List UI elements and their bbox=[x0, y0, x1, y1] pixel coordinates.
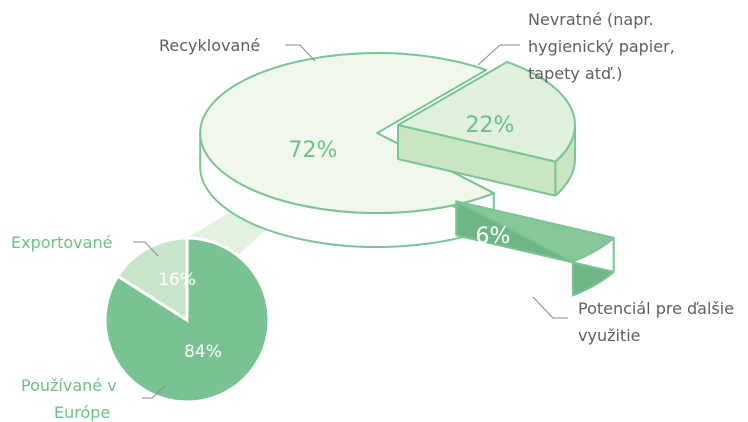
callout-potential: Potenciál pre ďalšie využitie bbox=[578, 299, 739, 345]
data-label-recycled: 72% bbox=[289, 138, 338, 163]
data-label-potential: 6% bbox=[476, 224, 511, 249]
slice-recycled bbox=[199, 52, 495, 214]
callout-potential-line-1: Potenciál pre ďalšie bbox=[578, 299, 734, 318]
slice-exported bbox=[115, 236, 189, 323]
callout-nonreturn-line-3: tapety atď.) bbox=[528, 64, 622, 83]
callout-recycled-line-1: Recyklované bbox=[159, 36, 260, 55]
callout-nonreturn-line-1: Nevratné (napr. bbox=[528, 10, 654, 29]
callout-europe-line-1: Používané v bbox=[21, 376, 117, 395]
callout-europe: Používané v Európe bbox=[21, 376, 122, 422]
leader-recycled bbox=[285, 44, 316, 62]
slice-nonreturn bbox=[397, 61, 576, 163]
callout-recycled: Recyklované bbox=[159, 36, 260, 55]
callout-europe-line-2: Európe bbox=[54, 403, 110, 422]
leader-potential bbox=[532, 296, 568, 319]
leader-nonreturn bbox=[477, 44, 520, 66]
main-pie bbox=[199, 52, 615, 297]
data-label-exported: 16% bbox=[158, 270, 196, 290]
callout-exported: Exportované bbox=[11, 233, 112, 252]
data-label-nonreturn: 22% bbox=[466, 113, 515, 138]
slice-potential bbox=[455, 200, 615, 263]
callout-nonreturn-line-2: hygienický papier, bbox=[528, 37, 675, 56]
leader-europe bbox=[142, 385, 166, 399]
data-label-europe: 84% bbox=[184, 342, 222, 362]
callout-nonreturn: Nevratné (napr. hygienický papier, tapet… bbox=[528, 10, 680, 83]
callout-exported-line-1: Exportované bbox=[11, 233, 112, 252]
callout-potential-line-2: využitie bbox=[578, 326, 640, 345]
sub-pie bbox=[103, 236, 271, 404]
leader-exported bbox=[133, 241, 159, 257]
